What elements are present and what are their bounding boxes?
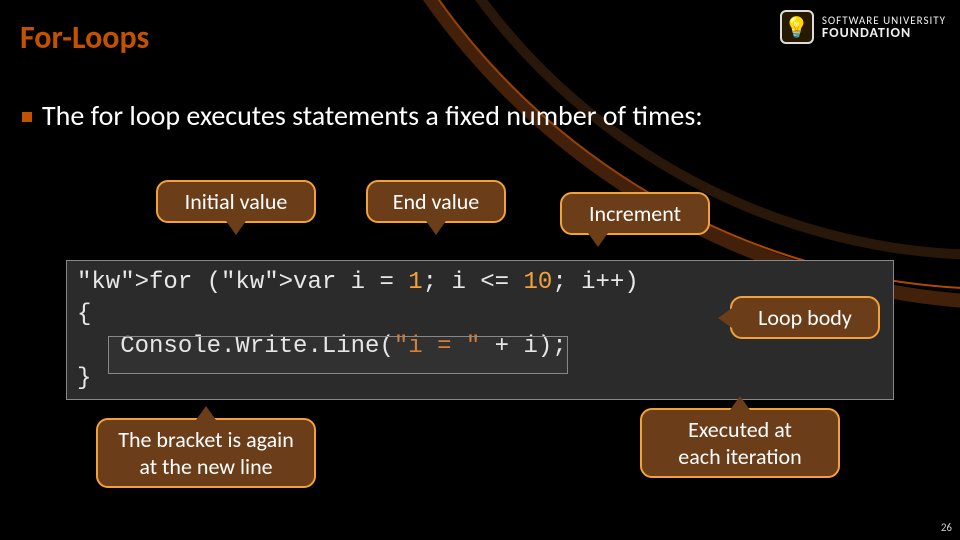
page-title: For-Loops: [20, 18, 149, 57]
callout-loopbody: Loop body: [730, 296, 880, 339]
code-inner-highlight: [108, 336, 568, 374]
page-number: 26: [941, 521, 952, 534]
bullet-marker: [22, 112, 32, 122]
callout-executed: Executed at each iteration: [640, 408, 840, 478]
callout-end: End value: [366, 180, 506, 223]
callout-initial: Initial value: [156, 180, 316, 223]
bullet-line: The for loop executes statements a fixed…: [22, 98, 922, 133]
brand-logo: 💡 SOFTWARE UNIVERSITY FOUNDATION: [780, 10, 946, 44]
callout-increment: Increment: [560, 192, 710, 235]
lightbulb-icon: 💡: [780, 10, 814, 44]
bullet-text: The for loop executes statements a fixed…: [42, 98, 703, 133]
logo-line2: FOUNDATION: [822, 26, 946, 40]
callout-bracket: The bracket is again at the new line: [96, 418, 316, 488]
